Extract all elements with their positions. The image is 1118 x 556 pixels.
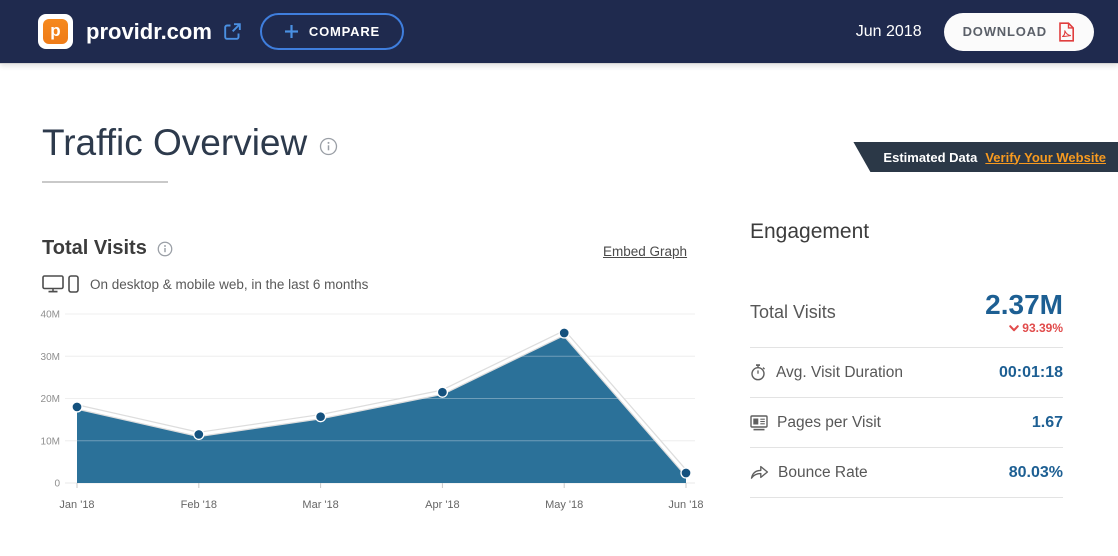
info-icon[interactable]: [157, 241, 173, 257]
area-chart: 0 10M 20M 30M 40M Jan '18 Feb '18 Mar '18 Apr '1…: [41, 310, 704, 512]
svg-text:40M: 40M: [41, 310, 60, 321]
arrow-down-icon: [1009, 325, 1020, 332]
embed-graph-link[interactable]: Embed Graph: [603, 244, 688, 259]
chart-subtitle: On desktop & mobile web, in the last 6 m…: [42, 275, 368, 293]
top-header-bar: p providr.com COMPARE Jun 2018 DOWNLOAD: [0, 0, 1118, 63]
providr-logo-letter: p: [43, 19, 68, 44]
pages-per-visit-label: Pages per Visit: [777, 413, 881, 431]
engagement-heading: Engagement: [750, 220, 870, 243]
svg-text:Apr '18: Apr '18: [425, 499, 460, 511]
plus-icon: [284, 25, 298, 38]
svg-text:30M: 30M: [41, 352, 60, 363]
svg-text:Feb '18: Feb '18: [181, 499, 217, 511]
stopwatch-icon: [751, 364, 765, 381]
svg-text:Jun '18: Jun '18: [668, 499, 703, 511]
chart-subtitle-text: On desktop & mobile web, in the last 6 m…: [90, 276, 369, 292]
desktop-icon: [42, 275, 64, 293]
svg-text:10M: 10M: [41, 436, 60, 447]
avg-duration-label: Avg. Visit Duration: [776, 363, 903, 381]
page-title-block: Traffic Overview: [42, 122, 338, 183]
info-icon[interactable]: [319, 137, 338, 156]
total-visits-title: Total Visits: [42, 237, 147, 259]
bounce-rate-value: 80.03%: [1008, 463, 1063, 481]
engagement-row-avg-duration: Avg. Visit Duration 00:01:18: [750, 348, 1063, 399]
engagement-row-pages-per-visit: Pages per Visit 1.67: [750, 398, 1063, 449]
estimated-data-label: Estimated Data: [883, 149, 978, 165]
site-name: providr.com: [86, 18, 212, 44]
engagement-panel: Engagement Total Visits 2.37M 93.39%: [750, 220, 1063, 499]
pdf-icon: [1059, 21, 1074, 42]
pages-per-visit-value: 1.67: [1031, 413, 1063, 431]
total-visits-label: Total Visits: [750, 302, 836, 323]
report-date: Jun 2018: [855, 22, 922, 40]
compare-button-label: COMPARE: [308, 24, 381, 39]
mobile-icon: [68, 275, 79, 293]
download-button-label: DOWNLOAD: [962, 24, 1047, 39]
compare-button[interactable]: COMPARE: [259, 13, 405, 50]
providr-logo: p: [38, 14, 73, 49]
bounce-rate-label: Bounce Rate: [778, 463, 868, 481]
bounce-arrow-icon: [750, 466, 769, 480]
total-visits-chart: 0 10M 20M 30M 40M Jan '18 Feb '18 Mar '18 Apr '1…: [32, 306, 710, 522]
engagement-row-total-visits: Total Visits 2.37M 93.39%: [750, 289, 1063, 349]
svg-text:0: 0: [54, 479, 60, 490]
engagement-row-bounce-rate: Bounce Rate 80.03%: [750, 448, 1063, 499]
page-title: Traffic Overview: [42, 122, 308, 163]
total-visits-change: 93.39%: [985, 321, 1063, 335]
verify-website-link[interactable]: Verify Your Website: [985, 149, 1106, 165]
title-underline: [42, 181, 168, 183]
svg-text:Mar '18: Mar '18: [302, 499, 338, 511]
svg-text:May '18: May '18: [545, 499, 583, 511]
total-visits-heading: Total Visits: [42, 237, 173, 260]
svg-text:Jan '18: Jan '18: [59, 499, 94, 511]
external-link-icon[interactable]: [223, 22, 242, 41]
pages-icon: [750, 415, 768, 431]
svg-text:20M: 20M: [41, 394, 60, 405]
download-button[interactable]: DOWNLOAD: [943, 12, 1094, 51]
estimated-data-banner: Estimated Data Verify Your Website: [853, 142, 1118, 172]
total-visits-value: 2.37M: [985, 289, 1063, 320]
avg-duration-value: 00:01:18: [998, 363, 1063, 381]
